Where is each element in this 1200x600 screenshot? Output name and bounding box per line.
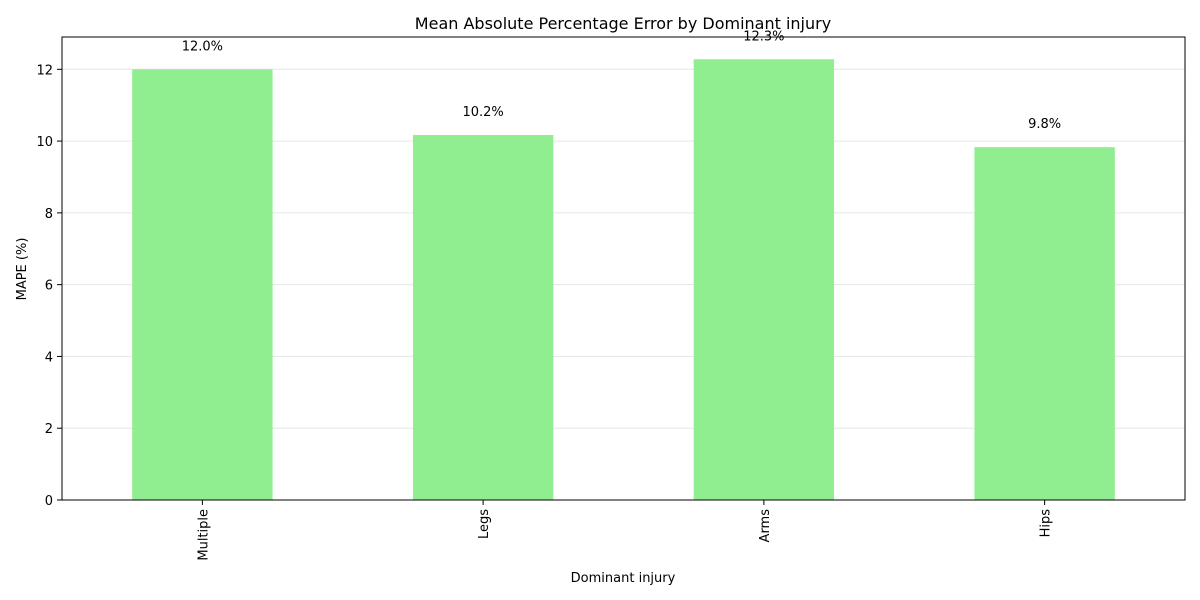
y-tick-label-4: 8 — [45, 207, 53, 222]
bar-hips — [974, 147, 1115, 500]
y-tick-label-0: 0 — [45, 494, 53, 509]
plot-frame — [61, 36, 1186, 501]
bar-arms — [693, 59, 835, 500]
data-labels: 12.0%10.2%12.3%9.8% — [182, 29, 1061, 132]
y-tick-label-6: 12 — [36, 63, 53, 78]
data-label-hips: 9.8% — [1028, 117, 1061, 132]
bar-multiple — [132, 69, 273, 501]
y-tick-label-3: 6 — [45, 279, 53, 294]
y-axis-label: MAPE (%) — [15, 238, 30, 301]
x-tick-label-multiple: Multiple — [196, 509, 211, 561]
x-tick-label-arms: Arms — [758, 509, 773, 543]
x-axis-label: Dominant injury — [571, 571, 676, 586]
x-tick-label-hips: Hips — [1039, 509, 1054, 538]
data-label-multiple: 12.0% — [182, 39, 223, 54]
chart-title: Mean Absolute Percentage Error by Domina… — [415, 14, 831, 33]
x-tick-label-legs: Legs — [477, 509, 492, 539]
bar-legs — [412, 134, 554, 501]
y-tick-label-5: 10 — [36, 135, 53, 150]
y-tick-label-2: 4 — [45, 350, 53, 365]
data-label-legs: 10.2% — [462, 105, 503, 120]
x-axis-ticks: Multiple Legs Arms Hips — [196, 500, 1054, 561]
y-axis-ticks: 0 2 4 6 8 10 12 — [36, 63, 62, 509]
bars — [132, 59, 1115, 501]
y-tick-label-1: 2 — [45, 422, 53, 437]
